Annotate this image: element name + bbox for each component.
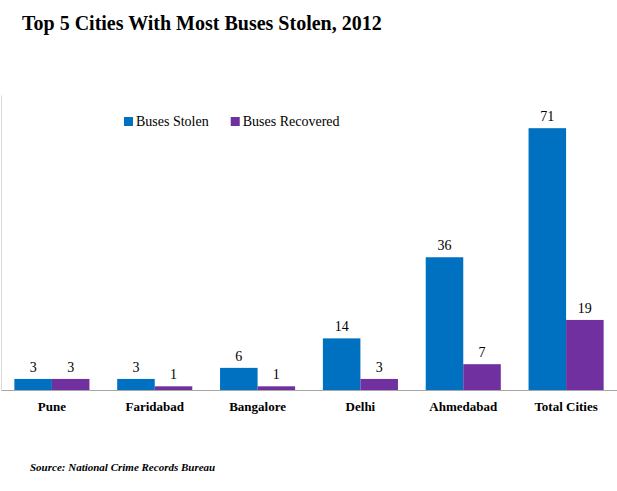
title: Top 5 Cities With Most Buses Stolen, 201… <box>22 12 382 35</box>
bar <box>14 379 52 390</box>
legend-item: Buses Stolen <box>124 114 209 129</box>
bar <box>155 386 193 390</box>
legend-label: Buses Recovered <box>243 114 340 129</box>
data-label: 1 <box>273 367 280 382</box>
x-axis: Pune Faridabad Bangalore Delhi Ahmedabad Tota… <box>2 391 617 415</box>
bar <box>52 379 90 390</box>
legend-swatch <box>124 117 133 126</box>
chart: Top 5 Cities With Most Buses Stolen, 201… <box>0 0 617 491</box>
legend: Buses Stolen Buses Recovered <box>124 114 340 129</box>
data-label: 19 <box>578 301 592 316</box>
bars <box>14 128 603 390</box>
data-label: 3 <box>67 360 74 375</box>
x-tick-label: Ahmedabad <box>429 399 498 414</box>
series-bars <box>14 128 566 390</box>
x-tick-label: Pune <box>38 399 66 414</box>
legend-item: Buses Recovered <box>231 114 340 129</box>
source: Source: National Crime Records Bureau <box>30 461 215 473</box>
x-tick: Total Cities <box>534 399 597 414</box>
x-tick-label: Total Cities <box>534 399 597 414</box>
data-label: 36 <box>437 238 451 253</box>
y-axis-line <box>1 96 2 391</box>
x-tick-label: Delhi <box>346 399 376 414</box>
bar <box>117 379 155 390</box>
data-label: 14 <box>335 319 349 334</box>
x-tick: Delhi <box>346 399 376 414</box>
bar <box>463 364 501 390</box>
data-label: 3 <box>376 360 383 375</box>
bar <box>426 257 464 390</box>
x-tick: Bangalore <box>229 399 286 414</box>
bar <box>566 320 604 390</box>
bar <box>323 338 361 390</box>
x-tick-label: Faridabad <box>125 399 184 414</box>
data-label: 3 <box>30 360 37 375</box>
x-tick: Pune <box>38 399 66 414</box>
bar <box>529 128 567 390</box>
data-label: 1 <box>170 367 177 382</box>
bar <box>258 386 296 390</box>
data-labels: 3361436713113719 <box>30 109 592 382</box>
x-tick: Faridabad <box>125 399 184 414</box>
bar <box>360 379 398 390</box>
y-axis <box>1 96 2 391</box>
x-tick: Ahmedabad <box>429 399 498 414</box>
legend-swatch <box>231 117 240 126</box>
bar <box>220 368 258 390</box>
x-tick-label: Bangalore <box>229 399 286 414</box>
data-label: 7 <box>479 345 486 360</box>
data-label: 71 <box>540 109 554 124</box>
series-bars <box>52 320 604 390</box>
data-label: 6 <box>235 349 242 364</box>
legend-label: Buses Stolen <box>136 114 209 129</box>
data-label: 3 <box>132 360 139 375</box>
x-axis-line <box>2 390 617 391</box>
